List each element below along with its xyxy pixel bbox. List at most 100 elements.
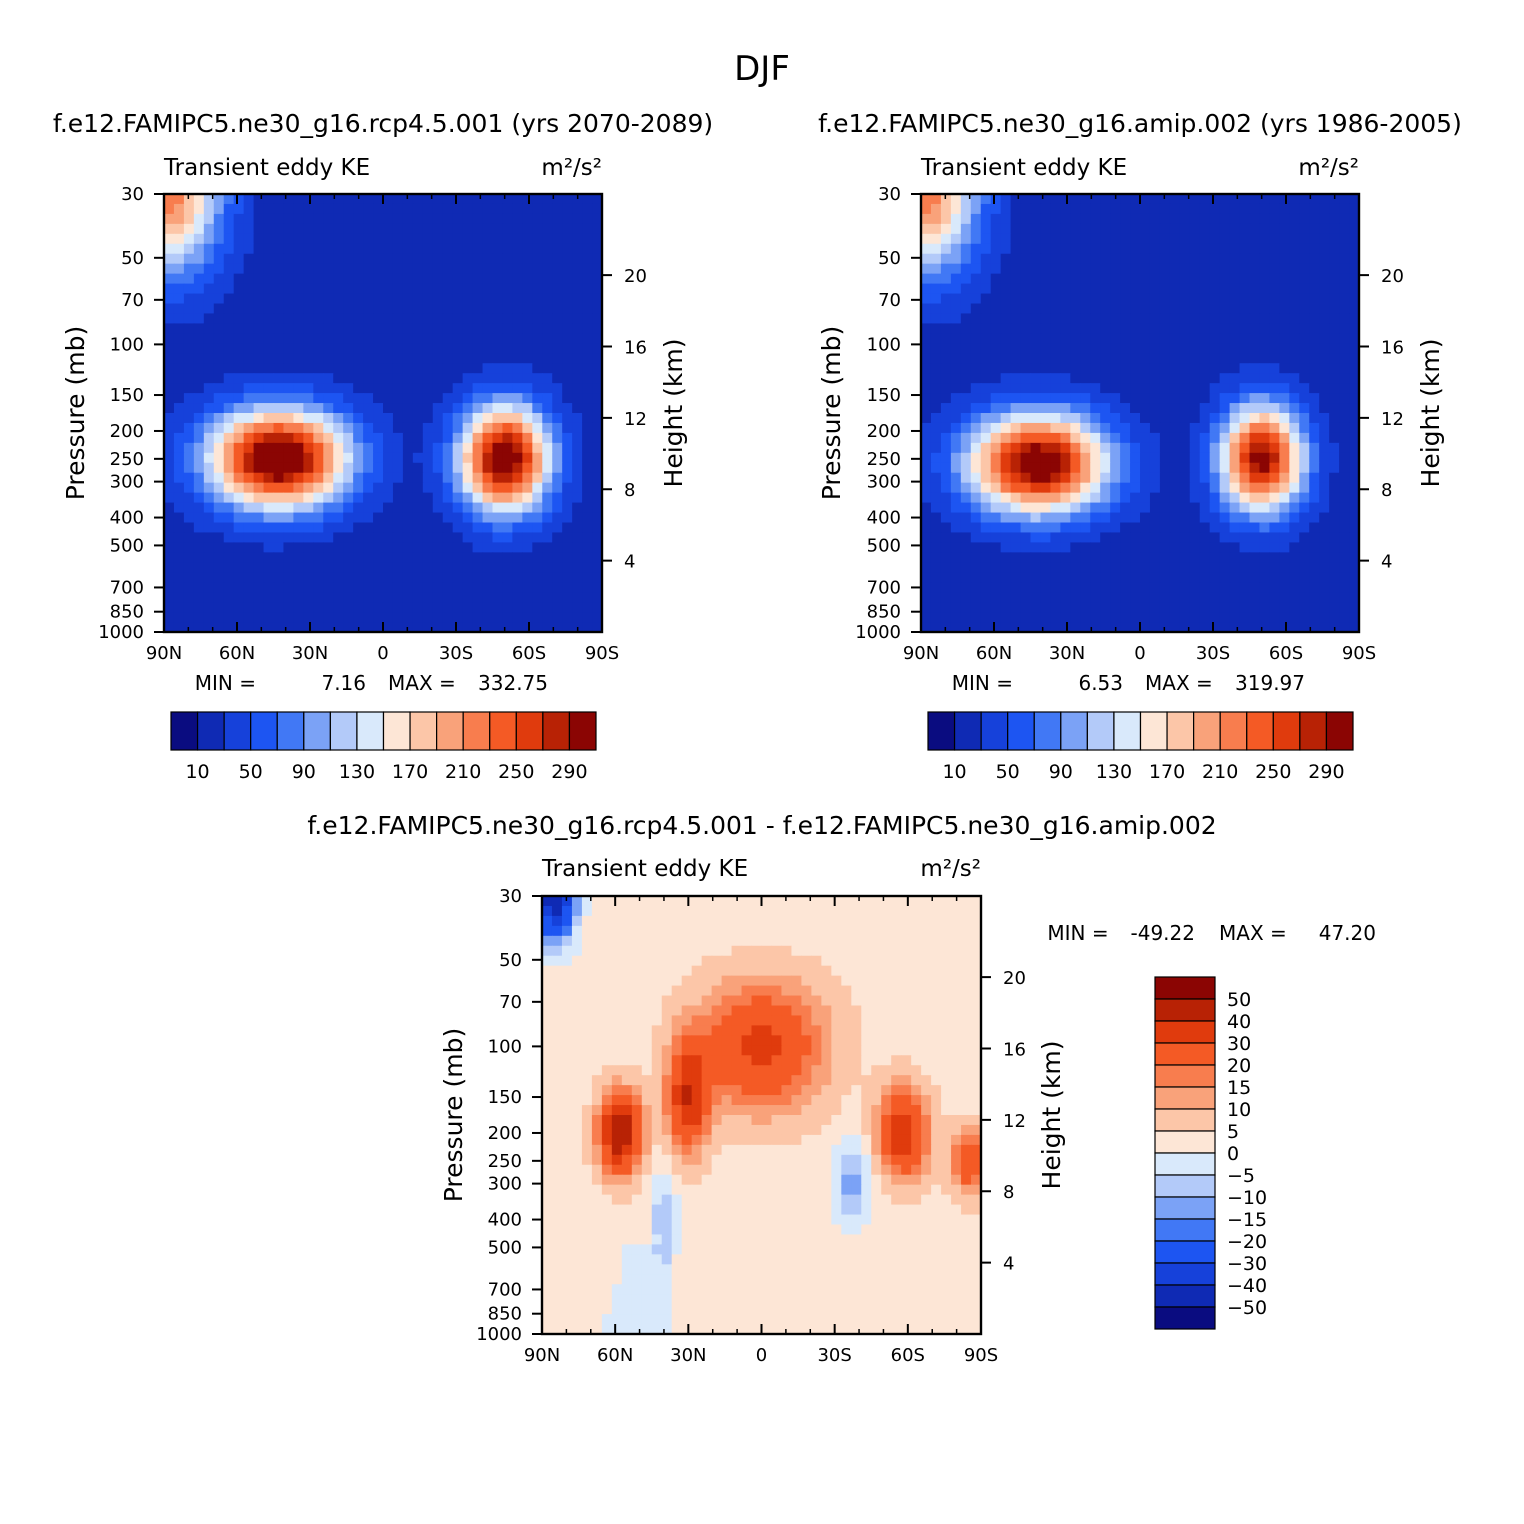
contour-cell [871, 1075, 882, 1086]
contour-cell [921, 363, 932, 374]
contour-cell [1030, 422, 1042, 434]
contour-cell [1319, 194, 1330, 205]
contour-cell [1239, 622, 1251, 633]
contour-cell [751, 1035, 763, 1046]
contour-cell [891, 975, 902, 987]
contour-cell [731, 1025, 743, 1036]
contour-cell [941, 905, 952, 917]
contour-cell [761, 985, 773, 997]
contour-cell [1339, 273, 1350, 285]
contour-cell [442, 263, 454, 275]
contour-cell [472, 403, 484, 414]
contour-cell [1070, 592, 1081, 603]
contour-cell [263, 233, 275, 245]
contour-cell [1050, 313, 1061, 324]
contour-cell [253, 622, 265, 633]
contour-cell [1269, 602, 1280, 613]
contour-cell [1070, 343, 1081, 354]
contour-cell [223, 522, 235, 534]
contour-cell [980, 253, 992, 265]
contour-cell [283, 363, 294, 374]
contour-cell [1219, 622, 1231, 633]
contour-cell [1050, 233, 1061, 245]
contour-cell [661, 925, 673, 937]
contour-cell [193, 313, 205, 324]
colorbar-label: 50 [239, 761, 263, 783]
contour-cell [1110, 502, 1121, 514]
contour-cell [392, 462, 404, 474]
contour-cell [1060, 622, 1071, 633]
contour-cell [721, 905, 733, 917]
contour-cell [1130, 253, 1141, 265]
contour-cell [1090, 343, 1101, 354]
contour-cell [442, 363, 454, 374]
contour-cell [293, 194, 304, 205]
contour-cell [990, 612, 1002, 623]
contour-cell [1219, 602, 1231, 613]
contour-cell [1100, 432, 1111, 444]
contour-cell [542, 472, 553, 484]
contour-cell [1249, 532, 1261, 543]
contour-cell [462, 582, 474, 593]
contour-cell [621, 985, 633, 997]
contour-cell [751, 1045, 763, 1056]
contour-cell [990, 353, 1002, 364]
colorbar-label: 10 [942, 761, 966, 783]
contour-cell [552, 373, 563, 384]
contour-cell [263, 452, 275, 464]
contour-cell [1110, 552, 1121, 563]
contour-cell [881, 995, 892, 1007]
contour-cell [452, 223, 464, 235]
contour-cell [930, 422, 942, 434]
contour-cell [901, 965, 912, 977]
contour-cell [263, 482, 275, 494]
contour-cell [1010, 602, 1022, 613]
contour-cell [1199, 452, 1211, 464]
contour-cell [223, 194, 235, 205]
contour-cell [1199, 622, 1211, 633]
contour-cell [561, 1035, 573, 1046]
contour-cell [641, 965, 653, 977]
contour-cell [492, 622, 504, 633]
contour-cell [1149, 482, 1161, 494]
contour-cell [1140, 293, 1151, 305]
y-tick-label: 250 [110, 449, 144, 470]
contour-cell [1189, 194, 1201, 205]
contour-cell [921, 213, 932, 225]
contour-cell [522, 263, 533, 275]
contour-cell [1289, 203, 1300, 215]
contour-cell [432, 363, 444, 374]
contour-cell [930, 432, 942, 444]
contour-cell [831, 1055, 842, 1066]
contour-cell [1339, 532, 1350, 543]
contour-cell [512, 542, 523, 553]
contour-cell [263, 413, 275, 424]
contour-cell [1020, 223, 1032, 235]
contour-cell [164, 492, 175, 504]
contour-cell [422, 472, 434, 484]
contour-cell [1199, 612, 1211, 623]
contour-cell [781, 925, 793, 937]
contour-cell [442, 333, 454, 344]
contour-cell [990, 313, 1002, 324]
contour-cell [422, 213, 434, 225]
contour-cell [203, 552, 215, 563]
contour-cell [173, 532, 185, 543]
contour-cell [681, 905, 693, 917]
contour-cell [971, 1015, 982, 1026]
contour-cell [482, 323, 494, 334]
contour-cell [791, 1015, 803, 1026]
contour-cell [551, 1035, 563, 1046]
contour-cell [1100, 592, 1111, 603]
contour-cell [781, 1085, 793, 1096]
contour-cell [980, 413, 992, 424]
contour-cell [542, 452, 553, 464]
contour-cell [751, 915, 763, 927]
contour-cell [1159, 213, 1171, 225]
contour-cell [1140, 562, 1151, 573]
contour-cell [183, 552, 195, 563]
contour-cell [522, 572, 533, 583]
contour-cell [582, 522, 593, 534]
height-tick-label: 4 [624, 552, 635, 573]
contour-cell [1259, 482, 1270, 494]
